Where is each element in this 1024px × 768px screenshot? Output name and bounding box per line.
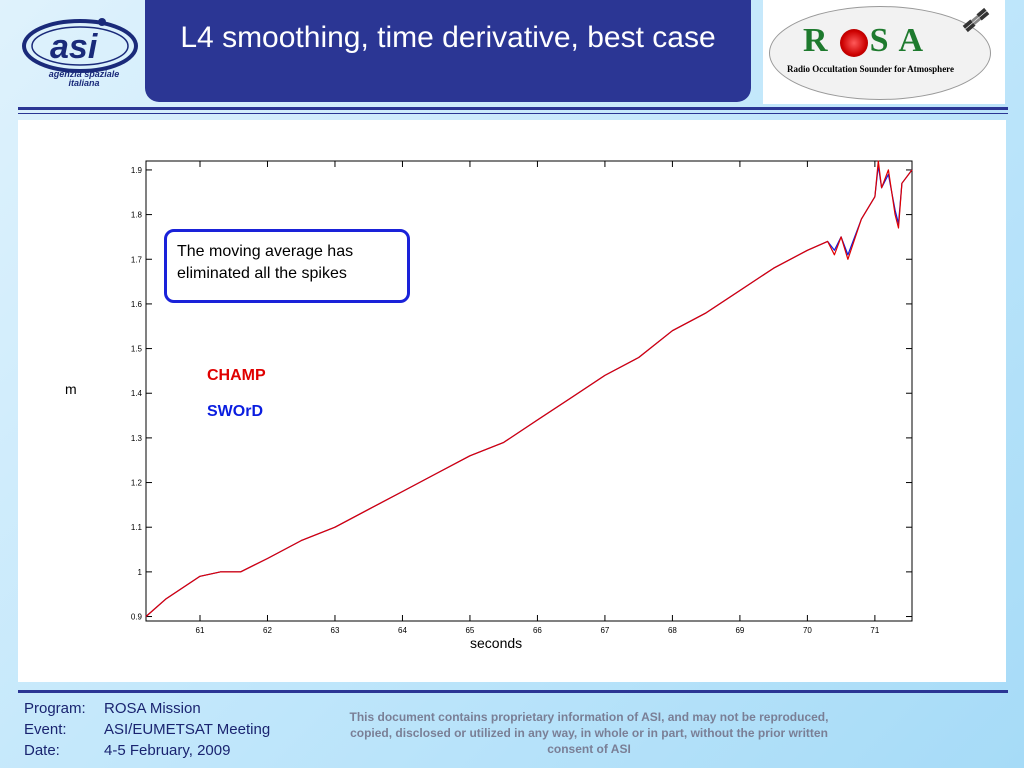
x-tick-label: 62 (263, 626, 272, 635)
x-tick-label: 67 (600, 626, 609, 635)
date-value: 4-5 February, 2009 (104, 742, 231, 759)
header-rule-thin (18, 113, 1008, 114)
x-tick-label: 70 (803, 626, 812, 635)
y-tick-label: 1 (138, 568, 143, 577)
program-value: ROSA Mission (104, 700, 201, 717)
y-tick-label: 1.6 (131, 300, 143, 309)
satellite-icon (962, 7, 990, 33)
rosa-subtitle: Radio Occultation Sounder for Atmosphere (787, 64, 955, 74)
legend-sword: SWOrD (207, 403, 263, 420)
plot-area (145, 160, 913, 622)
y-tick-label: 0.9 (131, 613, 143, 622)
rosa-logo-letters: R SA (803, 22, 934, 59)
asi-logo: asi (22, 18, 138, 73)
slide-title-text: L4 smoothing, time derivative, best case (180, 21, 716, 54)
svg-text:asi: asi (50, 28, 99, 66)
header-rule (18, 107, 1008, 110)
rosa-logo: R SA Radio Occultation Sounder for Atmosp… (763, 0, 1005, 104)
date-label: Date: (24, 742, 60, 759)
x-axis-label: seconds (470, 635, 523, 651)
slide-title: L4 smoothing, time derivative, best case (145, 0, 751, 102)
asi-logo-text: agenzia spaziale italiana (48, 69, 120, 88)
program-label: Program: (24, 700, 86, 717)
footer-rule (18, 690, 1008, 693)
y-tick-label: 1.2 (131, 479, 143, 488)
annotation-text: The moving average has eliminated all th… (177, 243, 354, 282)
x-tick-label: 65 (465, 626, 474, 635)
x-tick-label: 63 (331, 626, 340, 635)
x-tick-label: 69 (735, 626, 744, 635)
y-tick-label: 1.7 (131, 255, 143, 264)
y-tick-label: 1.9 (131, 166, 143, 175)
x-tick-label: 71 (870, 626, 879, 635)
y-tick-label: 1.5 (131, 345, 143, 354)
y-tick-label: 1.4 (131, 389, 143, 398)
legend-champ: CHAMP (207, 367, 266, 384)
event-label: Event: (24, 721, 67, 738)
footer-info: Program: ROSA Mission Event: ASI/EUMETSAT … (24, 698, 270, 761)
y-tick-label: 1.3 (131, 434, 143, 443)
series-line-champ (145, 160, 913, 617)
x-tick-label: 64 (398, 626, 407, 635)
x-tick-label: 66 (533, 626, 542, 635)
rosa-logo-o (839, 29, 868, 58)
y-tick-label: 1.8 (131, 211, 143, 220)
x-tick-label: 61 (196, 626, 205, 635)
event-value: ASI/EUMETSAT Meeting (104, 721, 271, 738)
x-tick-label: 68 (668, 626, 677, 635)
y-axis-label: m (65, 381, 77, 397)
annotation-box: The moving average has eliminated all th… (164, 229, 410, 303)
y-tick-label: 1.1 (131, 523, 143, 532)
footer-disclaimer: This document contains proprietary infor… (349, 710, 829, 756)
rosa-logo-oval (769, 6, 991, 100)
